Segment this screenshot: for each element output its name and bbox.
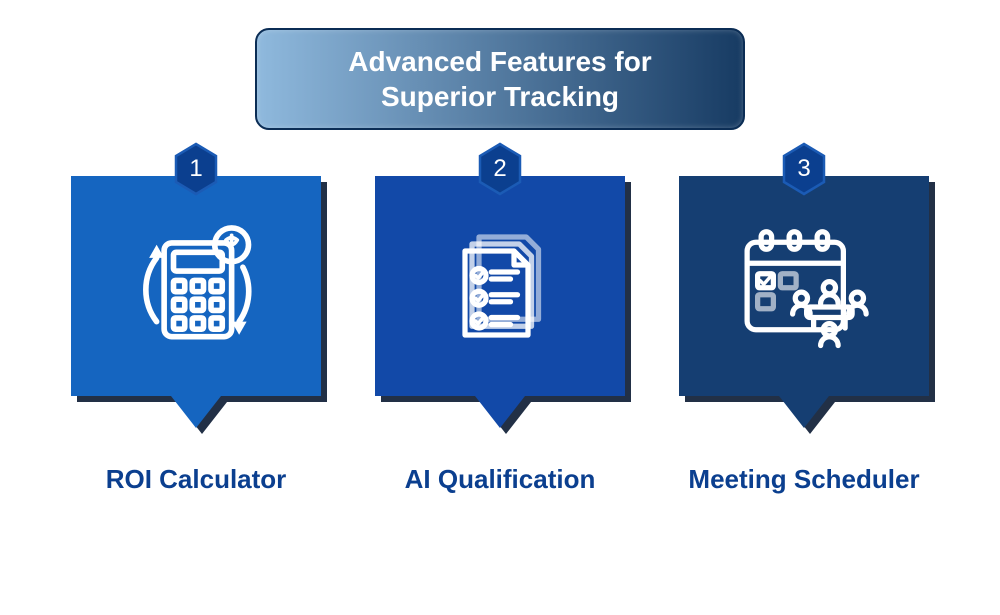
- card-number: 1: [189, 155, 202, 183]
- card-number-badge: 3: [780, 142, 828, 196]
- card-number: 3: [797, 155, 810, 183]
- roi-calculator-icon: [121, 211, 271, 361]
- feature-card-2: 2: [369, 170, 631, 495]
- card-caption: Meeting Scheduler: [673, 464, 935, 495]
- card-caption: ROI Calculator: [65, 464, 327, 495]
- ai-qualification-icon: [425, 211, 575, 361]
- feature-card-3: 3: [673, 170, 935, 495]
- card-caption: AI Qualification: [369, 464, 631, 495]
- card-body: [673, 170, 935, 402]
- title-banner: Advanced Features for Superior Tracking: [255, 28, 745, 130]
- card-number-badge: 2: [476, 142, 524, 196]
- meeting-scheduler-icon: [729, 211, 879, 361]
- cards-row: 1: [0, 170, 1000, 495]
- title-text: Advanced Features for Superior Tracking: [348, 46, 651, 112]
- card-number-badge: 1: [172, 142, 220, 196]
- feature-card-1: 1: [65, 170, 327, 495]
- card-body: [65, 170, 327, 402]
- card-body: [369, 170, 631, 402]
- card-number: 2: [493, 155, 506, 183]
